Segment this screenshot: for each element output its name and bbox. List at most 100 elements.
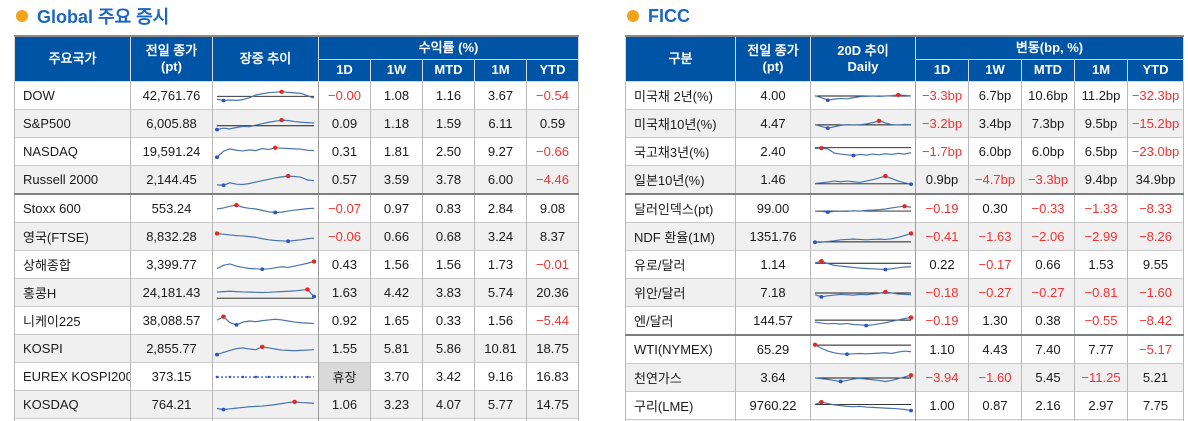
row-label: 천연가스 <box>625 363 736 392</box>
close-value: 38,088.57 <box>130 306 213 335</box>
ficc-table: 구분 전일 종가 (pt) 20D 추이 Daily 변동(bp, %) 1D … <box>625 35 1185 421</box>
sparkline-cell <box>810 334 916 364</box>
change-value: 1.56 <box>422 250 475 279</box>
col-header-trend-line2: Daily <box>847 59 879 74</box>
ficc-table-header: 구분 전일 종가 (pt) 20D 추이 Daily 변동(bp, %) 1D … <box>625 35 1185 82</box>
sparkline-cell <box>810 109 916 138</box>
change-value: 1.55 <box>318 334 371 363</box>
row-label: KOSPI <box>14 334 131 363</box>
table-row: WTI(NYMEX) 65.29 1.10 4.43 7.40 7.77 −5.17 <box>625 334 1185 364</box>
row-label: 니케이225 <box>14 306 131 335</box>
row-label: NASDAQ <box>14 137 131 166</box>
sparkline-svg <box>813 145 913 157</box>
change-value: −0.66 <box>525 137 580 166</box>
ficc-panel: FICC 구분 전일 종가 (pt) 20D 추이 Daily <box>625 0 1185 421</box>
change-value: −4.7bp <box>968 165 1022 194</box>
sparkline-cell <box>810 250 916 279</box>
change-value: 5.42 <box>525 418 580 421</box>
close-value: 2,144.45 <box>130 165 213 194</box>
global-markets-panel: Global 주요 증시 주요국가 전일 종가 (pt) 장중 추이 <box>14 0 580 421</box>
sparkline-svg <box>813 173 913 186</box>
sparkline-svg <box>813 289 913 299</box>
change-value: 10.6bp <box>1021 81 1075 110</box>
sparkline-svg <box>813 399 913 412</box>
change-value: 2.97 <box>1074 391 1128 420</box>
change-value: 4.43 <box>968 334 1022 364</box>
sparkline-cell <box>810 81 916 110</box>
col-header-ytd: YTD <box>525 59 580 82</box>
change-value: −0.55 <box>1074 306 1128 335</box>
change-value: 3.78 <box>422 165 475 194</box>
table-row: 위안/달러 7.18 −0.18 −0.27 −0.27 −0.81 −1.60 <box>625 278 1185 307</box>
col-header-20d-trend: 20D 추이 Daily <box>810 35 916 82</box>
change-value: 휴장 <box>318 362 371 391</box>
change-value: 3.4bp <box>968 109 1022 138</box>
close-value: 3.64 <box>735 363 811 392</box>
change-value: −0.33 <box>1021 193 1075 223</box>
change-value: 34.9bp <box>1126 165 1185 194</box>
row-label: Stoxx 600 <box>14 193 131 223</box>
row-label: 영국(FTSE) <box>14 222 131 251</box>
change-value: −0.19 <box>915 306 969 335</box>
change-value: 1.81 <box>370 137 423 166</box>
change-value: 5.81 <box>370 334 423 363</box>
sparkline-cell <box>810 278 916 307</box>
table-row: 미국채10년(%) 4.47 −3.2bp 3.4bp 7.3bp 9.5bp −15.2b… <box>625 109 1185 138</box>
sparkline-svg <box>215 314 316 327</box>
col-header-intraday-trend: 장중 추이 <box>212 35 319 82</box>
change-value: 18.75 <box>525 334 580 363</box>
sparkline-cell <box>212 306 319 335</box>
col-header-close-line1: 전일 종가 <box>145 42 198 58</box>
change-value: 0.59 <box>525 109 580 138</box>
table-row: 유로/달러 1.14 0.22 −0.17 0.66 1.53 9.55 <box>625 250 1185 279</box>
change-value: 0.57 <box>318 165 371 194</box>
row-label: 홍콩H <box>14 278 131 307</box>
change-value: −8.26 <box>1126 222 1185 251</box>
sparkline-svg <box>813 314 913 327</box>
change-value: −0.18 <box>915 278 969 307</box>
table-row: 일본10년(%) 1.46 0.9bp −4.7bp −3.3bp 9.4bp 34.9bp <box>625 165 1185 194</box>
sparkline-svg <box>215 258 316 271</box>
close-value: 3,399.77 <box>130 250 213 279</box>
sparkline-svg <box>215 375 316 378</box>
table-row: NDF 환율(1M) 1351.76 −0.41 −1.63 −2.06 −2.99 −8.… <box>625 222 1185 251</box>
sparkline-svg <box>215 230 316 243</box>
sparkline-cell <box>212 165 319 194</box>
change-value: 7.3bp <box>1021 109 1075 138</box>
col-header-1m: 1M <box>1074 59 1128 82</box>
table-row: 천연가스 3.64 −3.94 −1.60 5.45 −11.25 5.21 <box>625 363 1185 392</box>
change-value: 3.23 <box>370 390 423 419</box>
row-label: NDF 환율(1M) <box>625 222 736 251</box>
sparkline-cell <box>212 390 319 419</box>
col-header-mtd: MTD <box>1021 59 1075 82</box>
table-row: 인도(NIFTY)25103.200.401.561.424.565.42 <box>14 418 580 421</box>
change-value: −0.06 <box>318 222 371 251</box>
table-row: 홍콩H 24,181.43 1.63 4.42 3.83 5.74 20.36 <box>14 278 580 307</box>
change-value: 7.75 <box>1126 391 1185 420</box>
sparkline-cell <box>810 222 916 251</box>
change-value: 1.56 <box>370 250 423 279</box>
change-value: −1.60 <box>968 363 1022 392</box>
sparkline-cell <box>212 362 319 391</box>
col-header-trend-line1: 20D 추이 <box>837 42 889 58</box>
global-markets-table: 주요국가 전일 종가 (pt) 장중 추이 수익률 (%) 1D 1W MTD <box>14 35 580 421</box>
bullet-icon <box>16 10 28 22</box>
change-value: 10.81 <box>474 334 527 363</box>
table-row: Stoxx 600 553.24 −0.07 0.97 0.83 2.84 9.08 <box>14 193 580 223</box>
table-row: 구리(LME) 9760.22 1.00 0.87 2.16 2.97 7.75 <box>625 391 1185 420</box>
row-label: 국고채3년(%) <box>625 137 736 166</box>
change-value: 5.45 <box>1021 363 1075 392</box>
change-value: 3.42 <box>422 362 475 391</box>
close-value: 553.24 <box>130 193 213 223</box>
change-value: −3.3bp <box>1021 165 1075 194</box>
change-value: 7.77 <box>1074 334 1128 364</box>
change-value: −0.01 <box>525 250 580 279</box>
sparkline-cell <box>212 222 319 251</box>
change-value: 0.97 <box>370 193 423 223</box>
sparkline-cell <box>810 137 916 166</box>
table-row: 달러인덱스(pt) 99.00 −0.19 0.30 −0.33 −1.33 −8.33 <box>625 193 1185 223</box>
col-header-1d: 1D <box>915 59 969 82</box>
change-value: 11.2bp <box>1074 81 1128 110</box>
sparkline-cell <box>212 278 319 307</box>
close-value: 764.21 <box>130 390 213 419</box>
